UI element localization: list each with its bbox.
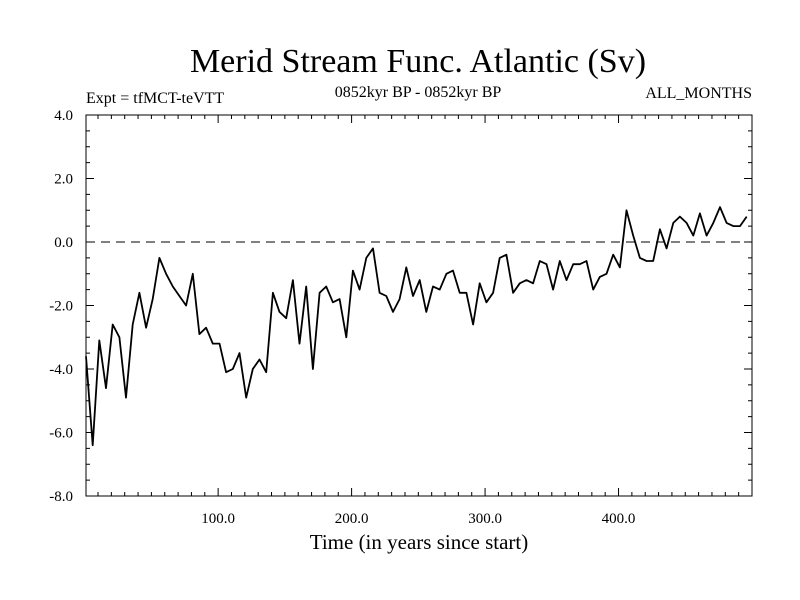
x-tick-label: 100.0 <box>201 511 235 527</box>
y-tick-label: 4.0 <box>54 108 73 124</box>
series-layer <box>85 206 748 447</box>
y-tick-label: -2.0 <box>49 299 73 315</box>
axis-layer: -8.0 -6.0 -4.0 -2.0 0.0 2.0 4.0 100.0 200.0 300.0… <box>49 108 752 527</box>
y-tick-label: -4.0 <box>49 362 73 378</box>
x-tick-label: 200.0 <box>335 511 369 527</box>
y-tick-label: 0.0 <box>54 235 73 251</box>
y-tick-label: 2.0 <box>54 172 73 188</box>
x-axis-label: Time (in years since start) <box>310 530 529 554</box>
period-label: 0852kyr BP - 0852kyr BP <box>335 84 502 101</box>
months-label: ALL_MONTHS <box>645 85 752 102</box>
y-tick-label: -8.0 <box>49 489 73 505</box>
x-tick-label: 300.0 <box>468 511 502 527</box>
experiment-label: Expt = tfMCT-teVTT <box>86 90 224 107</box>
series-line <box>85 206 748 447</box>
chart-title: Merid Stream Func. Atlantic (Sv) <box>190 43 646 80</box>
y-tick-label: -6.0 <box>49 426 73 442</box>
x-tick-label: 400.0 <box>602 511 636 527</box>
